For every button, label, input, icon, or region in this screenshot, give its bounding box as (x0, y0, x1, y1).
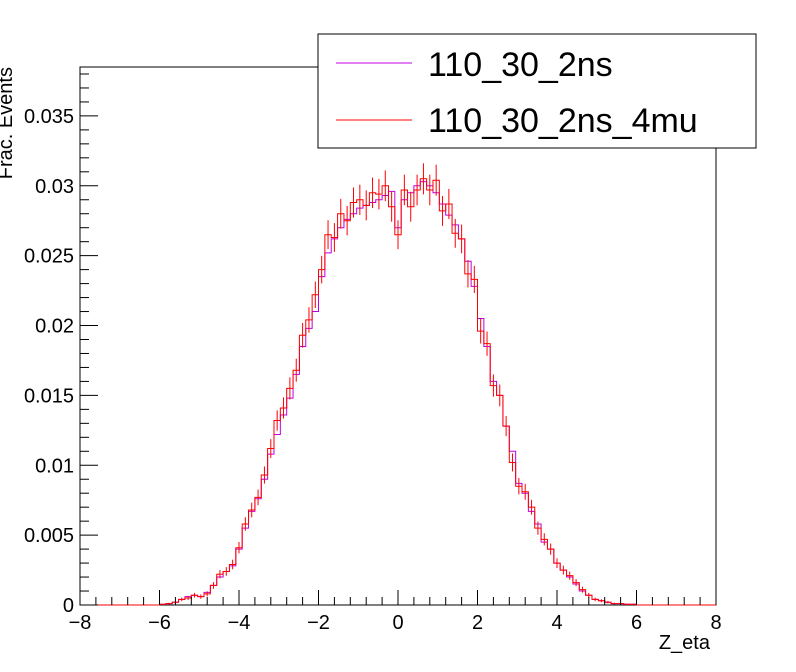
y-tick-label: 0.015 (24, 385, 74, 407)
y-tick-label: 0.01 (35, 455, 74, 477)
x-tick-label: 8 (710, 612, 721, 634)
series-line-110_30_2ns_4mu (80, 178, 716, 606)
x-tick-label: 2 (472, 612, 483, 634)
legend-box (317, 33, 757, 149)
y-tick-label: 0.025 (24, 246, 74, 268)
y-tick-label: 0 (63, 595, 74, 617)
y-tick-label: 0.035 (24, 106, 74, 128)
y-axis-label: Frac. Events (0, 67, 17, 179)
y-tick-label: 0.03 (35, 176, 74, 198)
y-tick-label: 0.02 (35, 316, 74, 338)
x-axis-label: Z_eta (659, 632, 711, 654)
x-tick-label: −6 (148, 612, 171, 634)
x-tick-label: −2 (307, 612, 330, 634)
legend-label-110_30_2ns: 110_30_2ns (428, 46, 613, 84)
x-tick-label: 0 (392, 612, 403, 634)
y-axis: 0 0.005 0.01 0.015 0.02 0.025 0.03 0.035 (24, 73, 98, 617)
x-tick-label: 6 (631, 612, 642, 634)
x-tick-label: −4 (228, 612, 251, 634)
legend-label-110_30_2ns_4mu: 110_30_2ns_4mu (428, 102, 698, 140)
x-tick-label: −8 (69, 612, 92, 634)
y-tick-label: 0.005 (24, 525, 74, 547)
x-axis: −8 −6 −4 −2 0 2 4 6 8 (69, 590, 722, 634)
legend: 110_30_2ns 110_30_2ns_4mu (317, 33, 757, 149)
series-group (80, 163, 716, 606)
x-tick-label: 4 (551, 612, 562, 634)
